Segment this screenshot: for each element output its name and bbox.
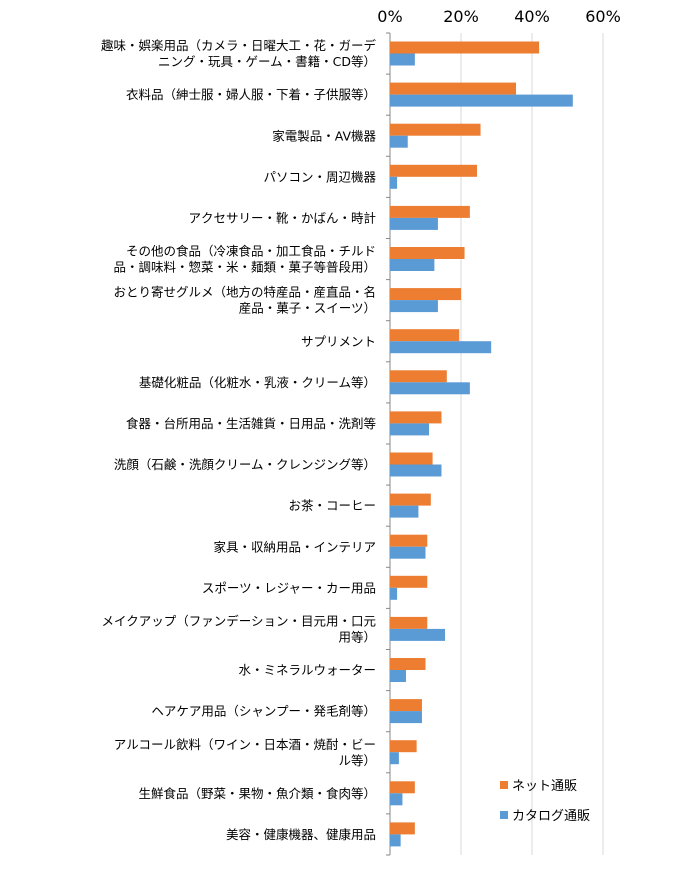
legend-swatch-catalog bbox=[500, 811, 508, 819]
bar-catalog bbox=[390, 670, 406, 682]
category-label: ニング・玩具・ゲーム・書籍・CD等） bbox=[158, 54, 376, 69]
bar-net bbox=[390, 411, 442, 424]
category-label: お茶・コーヒー bbox=[288, 498, 376, 513]
bar-catalog bbox=[390, 505, 419, 518]
bar-catalog bbox=[390, 628, 446, 641]
bar-net bbox=[390, 164, 477, 177]
x-axis-tick-labels: 0% 20% 40% 60% bbox=[377, 7, 620, 26]
category-label: 用等） bbox=[338, 629, 376, 644]
bar-catalog bbox=[390, 834, 401, 847]
category-label: アルコール飲料（ワイン・日本酒・焼酎・ビー bbox=[114, 737, 376, 752]
bar-catalog bbox=[390, 793, 403, 806]
bar-catalog bbox=[390, 382, 470, 395]
category-label: アクセサリー・靴・かばん・時計 bbox=[188, 210, 376, 225]
x-tick-label: 0% bbox=[377, 7, 402, 26]
category-label: サプリメント bbox=[301, 334, 376, 349]
bar-net bbox=[390, 658, 426, 670]
bar-catalog bbox=[390, 464, 442, 477]
bar-catalog bbox=[390, 300, 438, 313]
category-label: ヘアケア用品（シャンプー・発毛剤等） bbox=[151, 704, 376, 719]
bar-net bbox=[390, 616, 428, 629]
bar-net bbox=[390, 41, 540, 54]
bar-net bbox=[390, 781, 415, 794]
category-labels: 趣味・娯楽用品（カメラ・日曜大工・花・ガーデニング・玩具・ゲーム・書籍・CD等）… bbox=[101, 38, 377, 842]
category-label: おとり寄せグルメ（地方の特産品・産直品・名 bbox=[113, 285, 376, 300]
category-label: 洗顔（石鹸・洗顔クリーム・クレンジング等） bbox=[114, 457, 376, 472]
bar-catalog bbox=[390, 259, 435, 271]
category-label: 趣味・娯楽用品（カメラ・日曜大工・花・ガーデ bbox=[101, 38, 377, 53]
legend: ネット通販 カタログ通販 bbox=[500, 779, 590, 824]
x-tick-label: 60% bbox=[585, 7, 621, 26]
bar-catalog bbox=[390, 423, 430, 436]
bar-catalog bbox=[390, 217, 438, 230]
legend-swatch-net bbox=[500, 781, 508, 789]
bar-net bbox=[390, 534, 428, 547]
bars bbox=[390, 41, 573, 847]
category-label: 美容・健康機器、健康用品 bbox=[226, 827, 376, 842]
category-label: その他の食品（冷凍食品・加工食品・チルド bbox=[126, 244, 376, 259]
bar-net bbox=[390, 493, 431, 506]
legend-label-catalog: カタログ通販 bbox=[512, 809, 590, 824]
category-label: 品・調味料・惣菜・米・麺類・菓子等普段用） bbox=[113, 260, 376, 275]
bar-catalog bbox=[390, 176, 398, 189]
category-label: 家具・収納用品・インテリア bbox=[213, 539, 376, 554]
bar-net bbox=[390, 205, 470, 218]
category-label: 基礎化粧品（化粧水・乳液・クリーム等） bbox=[139, 375, 376, 390]
x-tick-label: 20% bbox=[443, 7, 479, 26]
category-label: 家電製品・AV機器 bbox=[272, 128, 376, 143]
bar-catalog bbox=[390, 53, 415, 66]
bar-catalog bbox=[390, 94, 573, 107]
gridlines bbox=[386, 32, 604, 856]
bar-catalog bbox=[390, 752, 399, 765]
bar-net bbox=[390, 822, 415, 835]
category-label: 食器・台所用品・生活雑貨・日用品・洗剤等 bbox=[126, 416, 376, 431]
category-label: 生鮮食品（野菜・果物・魚介類・食肉等） bbox=[138, 786, 376, 801]
bar-catalog bbox=[390, 546, 426, 559]
category-label: スポーツ・レジャー・カー用品 bbox=[202, 580, 376, 595]
bar-catalog bbox=[390, 587, 398, 600]
bar-catalog bbox=[390, 135, 408, 148]
category-label: メイクアップ（ファンデーション・目元用・口元 bbox=[101, 613, 376, 628]
category-label: 水・ミネラルウォーター bbox=[238, 663, 376, 678]
bar-net bbox=[390, 699, 422, 712]
category-label: 産品・菓子・スイーツ） bbox=[239, 301, 376, 316]
bar-catalog bbox=[390, 711, 422, 724]
category-label: ル等） bbox=[338, 753, 376, 768]
category-label: 衣料品（紳士服・婦人服・下着・子供服等） bbox=[126, 87, 376, 102]
category-label: パソコン・周辺機器 bbox=[263, 169, 376, 184]
legend-label-net: ネット通販 bbox=[512, 779, 577, 794]
bar-net bbox=[390, 740, 417, 753]
x-tick-label: 40% bbox=[514, 7, 550, 26]
bar-net bbox=[390, 575, 428, 588]
bar-net bbox=[390, 452, 433, 465]
bar-net bbox=[390, 370, 447, 383]
bar-catalog bbox=[390, 341, 492, 354]
bar-net bbox=[390, 329, 460, 342]
bar-net bbox=[390, 82, 517, 95]
bar-net bbox=[390, 247, 465, 259]
bar-net bbox=[390, 288, 461, 301]
bar-net bbox=[390, 123, 481, 136]
